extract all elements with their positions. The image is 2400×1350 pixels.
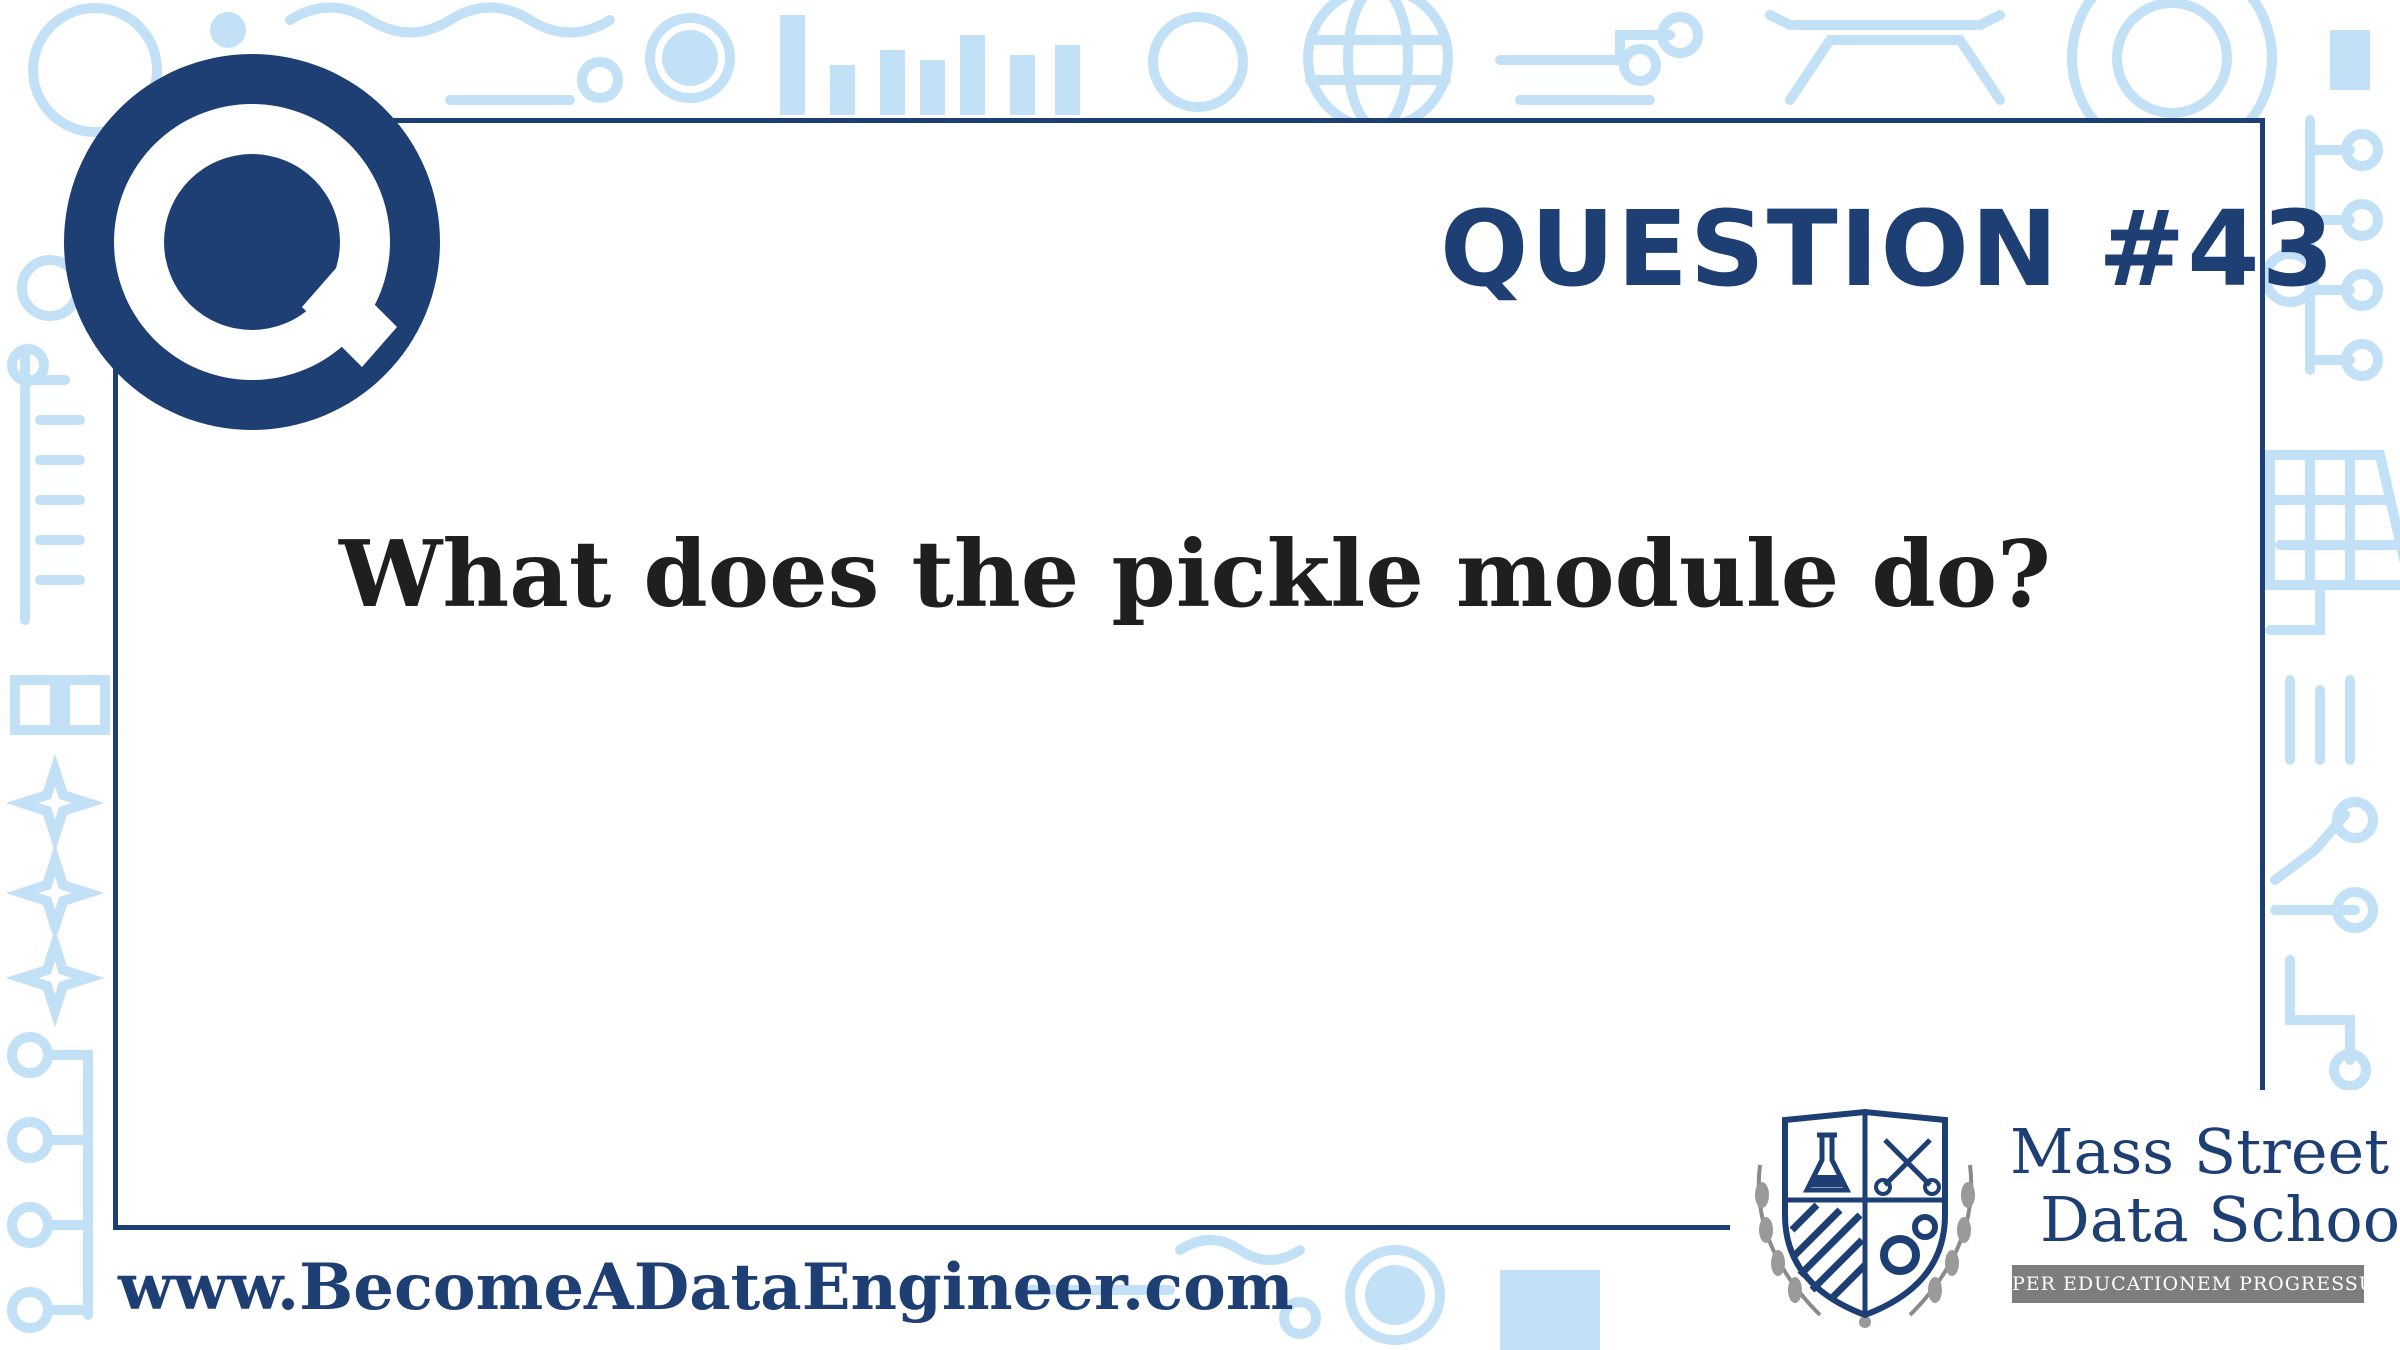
q-badge-icon: Q bbox=[64, 54, 440, 430]
question-number: QUESTION #43 bbox=[1440, 188, 2336, 310]
school-name-line1: Mass Street bbox=[2010, 1115, 2390, 1188]
solar-panel-icon bbox=[2265, 450, 2400, 590]
school-motto: PER EDUCATIONEM PROGRESSUS bbox=[2012, 1265, 2389, 1303]
website-link[interactable]: www.BecomeADataEngineer.com bbox=[118, 1250, 1294, 1325]
school-crest-icon bbox=[1755, 1108, 1975, 1328]
compass-icon bbox=[1148, 12, 1248, 112]
magnifier-icon bbox=[645, 13, 735, 103]
keys-icon bbox=[1883, 1138, 1932, 1187]
lightbulb-icon bbox=[28, 3, 162, 137]
question-card bbox=[113, 118, 2265, 1230]
gears-icon bbox=[1880, 1235, 1920, 1275]
globe-icon bbox=[1303, 0, 1453, 133]
school-name-line2: Data School bbox=[2040, 1183, 2400, 1256]
flask-icon bbox=[1802, 1132, 1852, 1193]
question-text: What does the pickle module do? bbox=[339, 520, 2051, 628]
